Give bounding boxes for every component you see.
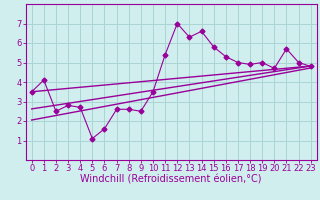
X-axis label: Windchill (Refroidissement éolien,°C): Windchill (Refroidissement éolien,°C) [80,175,262,185]
